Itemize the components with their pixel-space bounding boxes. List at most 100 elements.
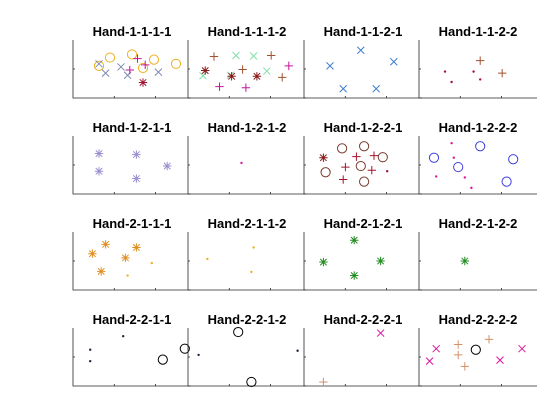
data-point-1	[319, 377, 328, 387]
data-point-0	[240, 161, 243, 165]
data-point-2	[369, 151, 379, 160]
data-point-0	[475, 141, 486, 152]
data-point-0	[89, 348, 92, 351]
axes-lines	[72, 40, 191, 99]
axes-lines	[303, 136, 422, 195]
data-point-2	[252, 72, 262, 81]
data-point-0	[252, 246, 255, 249]
axes-lines	[303, 40, 422, 99]
data-point-0	[339, 84, 348, 93]
subplot-title: Hand-2-1-2-1	[324, 216, 403, 231]
data-point-0	[93, 60, 105, 71]
subplot-7: Hand-1-2-2-1	[303, 120, 422, 195]
axes-lines	[72, 232, 191, 291]
data-point-1	[450, 141, 453, 145]
subplot-title: Hand-2-1-1-1	[93, 216, 172, 231]
data-point-0	[132, 174, 141, 183]
subplot-title: Hand-1-2-1-1	[93, 120, 172, 135]
data-point-0	[425, 357, 434, 366]
data-point-0	[89, 359, 92, 363]
axes-lines	[303, 232, 422, 291]
data-point-0	[326, 62, 334, 70]
axes-lines	[187, 40, 306, 99]
data-point-2	[227, 72, 236, 81]
data-point-1	[262, 67, 271, 75]
subplot-title: Hand-1-1-1-2	[208, 24, 287, 39]
data-point-0	[246, 376, 257, 388]
data-point-0	[278, 73, 287, 82]
subplot-14: Hand-2-2-1-2	[187, 312, 306, 388]
subplot-10: Hand-2-1-1-2	[187, 216, 306, 291]
data-point-1	[484, 335, 494, 344]
axes-lines	[187, 328, 306, 387]
data-point-0	[121, 253, 130, 263]
subplot-15: Hand-2-2-2-1	[303, 312, 422, 387]
data-point-0	[498, 68, 507, 78]
data-point-1	[337, 143, 348, 154]
data-point-0	[376, 329, 385, 337]
data-point-2	[133, 54, 142, 63]
subplot-4: Hand-1-1-2-2	[418, 24, 537, 99]
data-point-1	[95, 59, 103, 68]
data-point-2	[341, 162, 350, 172]
data-point-0	[233, 326, 244, 338]
data-point-1	[460, 362, 469, 371]
subplot-title: Hand-2-2-2-1	[324, 312, 403, 327]
subplot-title: Hand-1-2-2-2	[439, 120, 518, 135]
data-point-1	[472, 70, 475, 73]
data-point-1	[154, 68, 163, 76]
data-point-1	[157, 354, 168, 365]
data-point-1	[179, 343, 190, 354]
data-point-0	[148, 54, 160, 65]
data-point-1	[454, 340, 463, 349]
subplot-8: Hand-1-2-2-2	[418, 120, 537, 195]
axes-lines	[72, 328, 191, 387]
subplot-title: Hand-1-1-2-1	[324, 24, 403, 39]
data-point-2	[367, 166, 376, 175]
axes-lines	[418, 328, 537, 387]
data-point-3	[386, 170, 389, 173]
data-point-3	[241, 83, 251, 92]
data-point-0	[460, 256, 469, 266]
data-point-1	[117, 63, 125, 71]
subplot-title: Hand-2-1-1-2	[208, 216, 287, 231]
subplot-title: Hand-1-1-2-2	[439, 24, 518, 39]
data-point-2	[339, 175, 348, 184]
data-point-0	[319, 153, 328, 162]
data-point-2	[201, 66, 210, 75]
data-point-0	[350, 236, 359, 245]
subplot-3: Hand-1-1-2-1	[303, 24, 422, 99]
data-point-2	[125, 65, 134, 75]
data-point-1	[126, 274, 129, 277]
data-point-0	[356, 46, 365, 55]
axes-lines	[72, 136, 191, 195]
data-point-0	[132, 150, 141, 159]
data-point-0	[122, 335, 125, 338]
data-point-0	[104, 52, 116, 63]
subplot-6: Hand-1-2-1-2	[187, 120, 306, 195]
data-point-0	[518, 344, 526, 353]
data-point-0	[132, 243, 141, 252]
data-point-2	[352, 152, 361, 161]
data-point-0	[126, 49, 138, 60]
data-point-0	[372, 84, 381, 93]
data-point-0	[476, 56, 485, 65]
data-point-1	[470, 186, 473, 190]
data-point-1	[450, 80, 453, 84]
data-point-0	[453, 161, 464, 173]
data-point-1	[355, 160, 366, 172]
data-point-0	[376, 256, 385, 266]
data-point-3	[215, 82, 224, 91]
data-point-1	[101, 69, 110, 78]
data-point-0	[250, 270, 253, 274]
subplot-title: Hand-2-2-1-1	[93, 312, 172, 327]
data-point-0	[428, 152, 440, 163]
data-point-1	[452, 156, 455, 159]
data-point-0	[496, 356, 504, 364]
data-point-0	[163, 161, 172, 171]
data-point-0	[209, 52, 219, 61]
data-point-0	[88, 249, 97, 258]
subplot-12: Hand-2-1-2-2	[418, 216, 537, 291]
data-point-0	[238, 65, 247, 74]
